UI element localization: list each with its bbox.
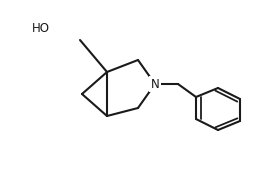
Text: N: N: [151, 77, 159, 90]
Text: HO: HO: [32, 22, 50, 35]
